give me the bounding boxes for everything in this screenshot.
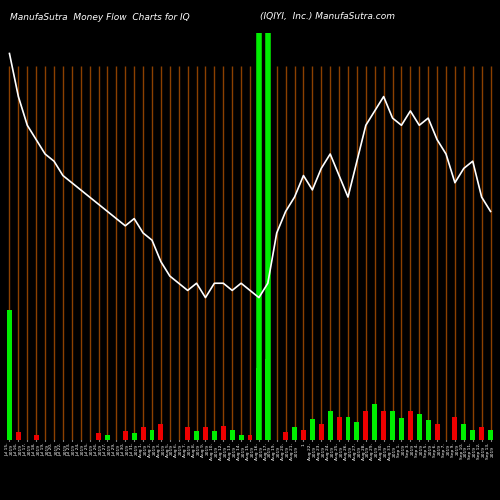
Bar — [408, 412, 413, 440]
Bar — [310, 419, 315, 440]
Bar — [105, 435, 110, 440]
Bar — [34, 435, 38, 440]
Bar — [132, 434, 136, 440]
Bar — [301, 430, 306, 440]
Bar — [283, 432, 288, 440]
Bar — [372, 404, 377, 440]
Bar — [158, 424, 164, 440]
Bar — [364, 412, 368, 440]
Bar — [7, 310, 12, 440]
Bar — [292, 427, 297, 440]
Bar — [346, 416, 350, 440]
Text: ManufaSutra  Money Flow  Charts for IQ: ManufaSutra Money Flow Charts for IQ — [10, 12, 190, 22]
Bar — [417, 414, 422, 440]
Bar — [150, 430, 154, 440]
Bar — [336, 416, 342, 440]
Bar — [399, 418, 404, 440]
Bar — [479, 427, 484, 440]
Bar — [248, 435, 252, 440]
Bar — [238, 435, 244, 440]
Bar — [354, 422, 360, 440]
Bar — [140, 427, 145, 440]
Bar — [185, 427, 190, 440]
Bar — [266, 360, 270, 440]
Bar — [434, 424, 440, 440]
Bar — [470, 430, 475, 440]
Bar — [212, 431, 217, 440]
Bar — [230, 430, 234, 440]
Bar — [221, 426, 226, 440]
Bar — [390, 412, 395, 440]
Bar — [462, 424, 466, 440]
Bar — [381, 412, 386, 440]
Bar — [319, 424, 324, 440]
Bar — [194, 431, 199, 440]
Bar — [426, 420, 430, 440]
Bar — [452, 416, 458, 440]
Bar — [96, 434, 101, 440]
Bar — [488, 430, 493, 440]
Bar — [123, 431, 128, 440]
Bar — [203, 427, 208, 440]
Bar — [16, 432, 21, 440]
Bar — [256, 368, 262, 440]
Bar — [328, 412, 332, 440]
Text: (IQIYI,  Inc.) ManufaSutra.com: (IQIYI, Inc.) ManufaSutra.com — [260, 12, 395, 22]
